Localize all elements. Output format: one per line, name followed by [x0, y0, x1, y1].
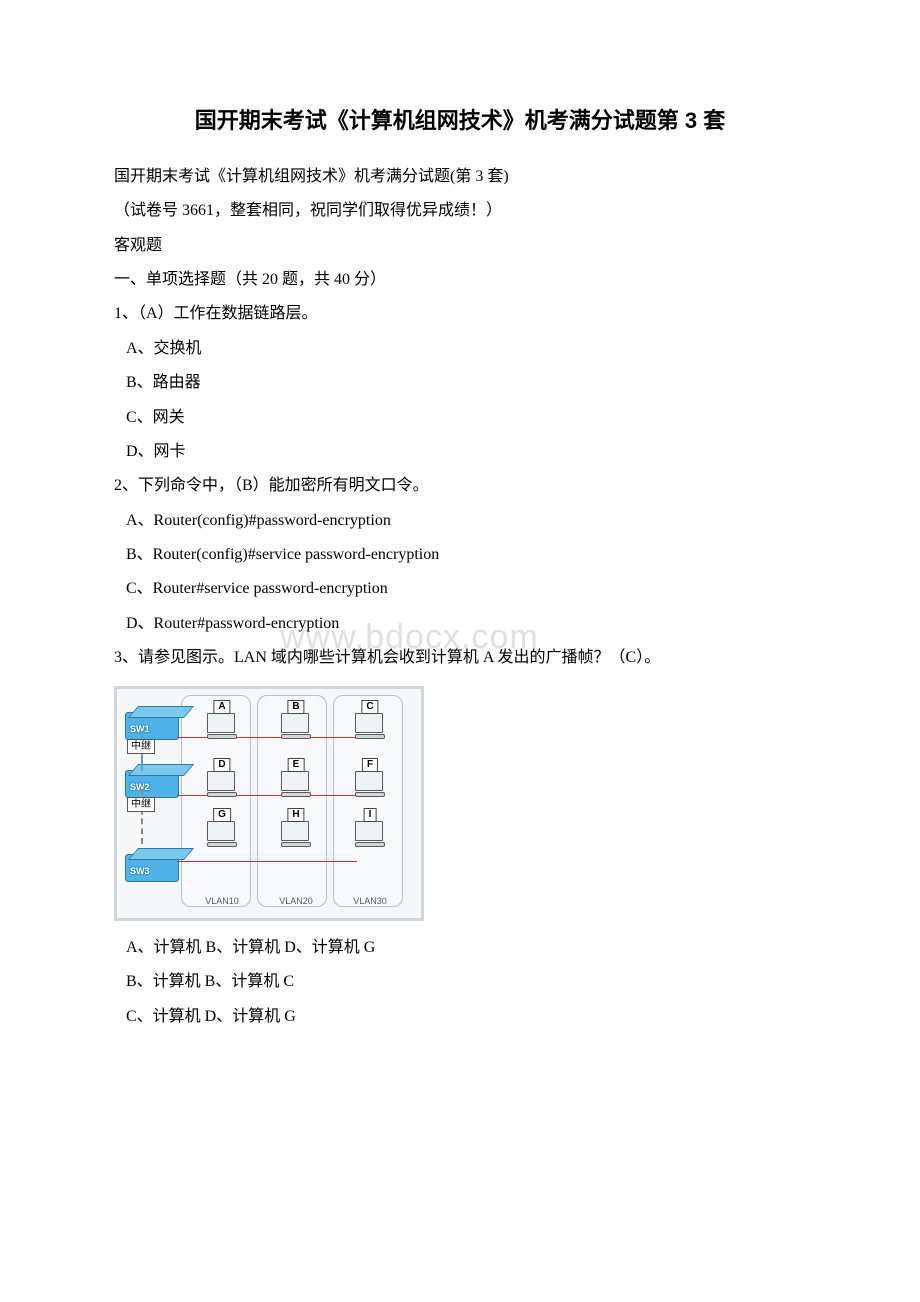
q2-option-a: A、Router(config)#password-encryption: [126, 506, 830, 536]
q3-option-a: A、计算机 B、计算机 D、计算机 G: [126, 933, 830, 963]
pc-label-b: B: [287, 700, 304, 714]
trunk-label-2: 中继: [127, 797, 155, 812]
pc-h: H: [281, 821, 311, 847]
diagram-row-1: SW1 A B C: [125, 697, 413, 755]
page-title: 国开期末考试《计算机组网技术》机考满分试题第 3 套: [90, 100, 830, 142]
switch-sw2: SW2: [125, 770, 179, 798]
pc-label-h: H: [287, 808, 304, 822]
q2-option-b: B、Router(config)#service password-encryp…: [126, 540, 830, 570]
pc-label-d: D: [213, 758, 230, 772]
section-header: 一、单项选择题（共 20 题，共 40 分）: [114, 265, 830, 295]
q3-option-b: B、计算机 B、计算机 C: [126, 967, 830, 997]
switch-label-sw2: SW2: [130, 779, 150, 796]
q2-stem: 2、下列命令中，（B）能加密所有明文口令。: [114, 471, 830, 501]
pc-label-e: E: [288, 758, 305, 772]
q1-stem: 1、（A）工作在数据链路层。: [114, 299, 830, 329]
subtitle-line-2: （试卷号 3661，整套相同，祝同学们取得优异成绩！）: [114, 196, 830, 226]
q3-option-c: C、计算机 D、计算机 G: [126, 1002, 830, 1032]
switch-label-sw1: SW1: [130, 721, 150, 738]
q1-option-d: D、网卡: [126, 437, 830, 467]
objective-header: 客观题: [114, 231, 830, 261]
cable-sw2: [177, 795, 357, 797]
network-diagram: SW1 A B C 中继 SW2 D E F 中继 G H: [114, 686, 830, 921]
trunk-label-1: 中继: [127, 739, 155, 754]
q1-option-b: B、路由器: [126, 368, 830, 398]
switch-label-sw3: SW3: [130, 863, 150, 880]
q3-stem: 3、请参见图示。LAN 域内哪些计算机会收到计算机 A 发出的广播帧？（C）。: [114, 643, 830, 673]
pc-f: F: [355, 771, 385, 797]
subtitle-line-1: 国开期末考试《计算机组网技术》机考满分试题(第 3 套): [114, 162, 830, 192]
diagram-row-3-switch: SW3: [125, 855, 413, 891]
q2-option-d: D、Router#password-encryption: [126, 609, 830, 639]
pc-c: C: [355, 713, 385, 739]
document-content: 国开期末考试《计算机组网技术》机考满分试题第 3 套 国开期末考试《计算机组网技…: [90, 100, 830, 1032]
pc-g: G: [207, 821, 237, 847]
diagram-row-2: SW2 D E F: [125, 755, 413, 813]
diagram-frame: SW1 A B C 中继 SW2 D E F 中继 G H: [114, 686, 424, 921]
q2-option-c: C、Router#service password-encryption: [126, 574, 830, 604]
pc-e: E: [281, 771, 311, 797]
switch-sw1: SW1: [125, 712, 179, 740]
pc-label-f: F: [362, 758, 378, 772]
pc-label-a: A: [213, 700, 230, 714]
q1-option-c: C、网关: [126, 403, 830, 433]
pc-i: I: [355, 821, 385, 847]
pc-label-g: G: [213, 808, 231, 822]
q1-option-a: A、交换机: [126, 334, 830, 364]
cable-sw1: [177, 737, 357, 739]
pc-d: D: [207, 771, 237, 797]
pc-label-i: I: [364, 808, 377, 822]
cable-sw3: [177, 861, 357, 863]
pc-a: A: [207, 713, 237, 739]
pc-b: B: [281, 713, 311, 739]
switch-sw3: SW3: [125, 854, 179, 882]
pc-label-c: C: [361, 700, 378, 714]
